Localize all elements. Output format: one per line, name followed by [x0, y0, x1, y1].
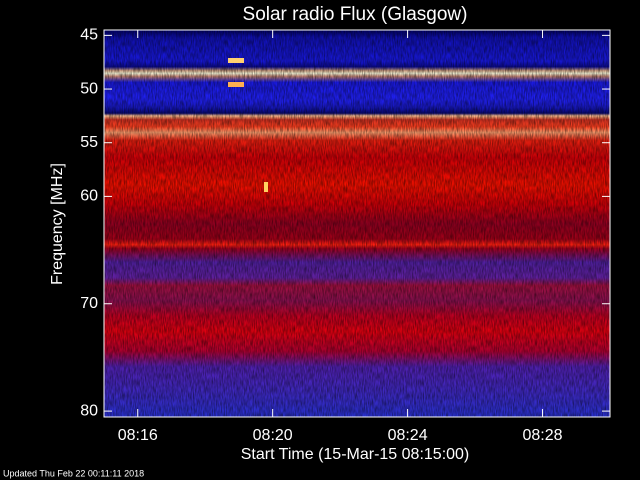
y-tick-label: 50 [80, 80, 98, 97]
x-tick-label: 08:24 [388, 427, 428, 444]
y-tick-label: 45 [80, 27, 98, 44]
y-tick-label: 70 [80, 295, 98, 312]
spectrogram [103, 29, 611, 418]
y-tick-label: 60 [80, 188, 98, 205]
x-tick-label: 08:28 [523, 427, 563, 444]
y-tick-label: 55 [80, 134, 98, 151]
y-axis-label: Frequency [MHz] [49, 163, 66, 285]
burst [228, 82, 244, 87]
plot-frame [103, 29, 611, 418]
spectrogram-texture [104, 30, 610, 417]
x-axis-label: Start Time (15-Mar-15 08:15:00) [241, 446, 470, 463]
burst [228, 58, 244, 63]
burst [264, 182, 268, 192]
footer: Updated Thu Feb 22 00:11:11 2018 [3, 468, 144, 478]
y-tick-label: 80 [80, 402, 98, 419]
chart-title: Solar radio Flux (Glasgow) [243, 4, 468, 25]
x-tick-label: 08:20 [253, 427, 293, 444]
x-tick-label: 08:16 [118, 427, 158, 444]
